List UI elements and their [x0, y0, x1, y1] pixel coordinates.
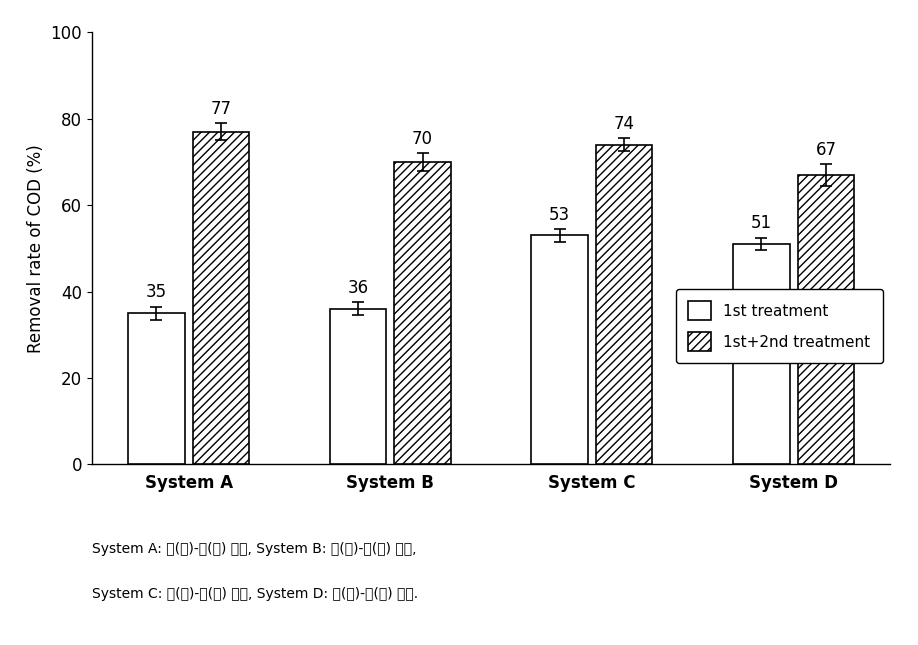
Text: 77: 77 [210, 100, 231, 118]
Text: 67: 67 [815, 141, 836, 159]
Text: System A: 상(上)-상(上) 연결, System B: 상(上)-하(下) 연결,: System A: 상(上)-상(上) 연결, System B: 상(上)-하… [92, 542, 416, 556]
Bar [129, 313, 185, 464]
Bar [330, 309, 386, 464]
Bar [596, 144, 653, 464]
Text: 70: 70 [412, 130, 433, 148]
Bar [733, 244, 789, 464]
Bar [798, 175, 854, 464]
Bar [532, 235, 588, 464]
Text: 74: 74 [614, 115, 634, 133]
Text: 51: 51 [751, 214, 772, 232]
Y-axis label: Removal rate of COD (%): Removal rate of COD (%) [27, 144, 45, 353]
Text: System C: 하(下)-상(上) 연결, System D: 하(下)-하(下) 연결.: System C: 하(下)-상(上) 연결, System D: 하(下)-하… [92, 587, 418, 601]
Text: 36: 36 [347, 279, 369, 297]
Text: 53: 53 [549, 206, 570, 224]
Text: 35: 35 [146, 284, 167, 301]
Legend: 1st treatment, 1st+2nd treatment: 1st treatment, 1st+2nd treatment [677, 289, 883, 363]
Bar [193, 132, 249, 464]
Bar [395, 162, 451, 464]
